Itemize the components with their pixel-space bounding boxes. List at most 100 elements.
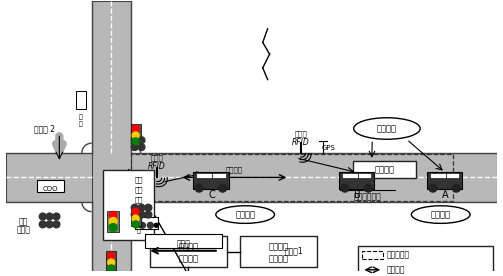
Circle shape (53, 213, 60, 220)
Circle shape (132, 138, 139, 145)
Text: 块: 块 (137, 227, 141, 233)
Text: 进口道1: 进口道1 (285, 246, 303, 255)
Bar (430, 174, 446, 178)
Circle shape (138, 144, 145, 150)
Text: 车载电子标签: 车载电子标签 (354, 192, 381, 201)
Circle shape (138, 137, 145, 144)
Text: 控制: 控制 (135, 186, 143, 193)
Text: 双向通信: 双向通信 (226, 166, 243, 172)
Bar (6, 202, 92, 271)
Bar (131, 202, 497, 271)
Circle shape (131, 211, 138, 218)
Text: COO: COO (43, 186, 58, 192)
Bar (135, 217, 158, 229)
Text: 通信链路: 通信链路 (387, 265, 405, 274)
Bar (6, 1, 92, 153)
Text: 车辆识别: 车辆识别 (431, 210, 451, 219)
Bar (358, 174, 371, 178)
Text: 速度引导: 速度引导 (235, 210, 255, 219)
Circle shape (132, 125, 139, 132)
Circle shape (109, 217, 117, 225)
Circle shape (132, 208, 139, 215)
Text: 管理中心: 管理中心 (269, 254, 288, 263)
Bar (37, 180, 64, 192)
Circle shape (453, 184, 460, 192)
Bar (150, 236, 226, 267)
Text: 检测器: 检测器 (16, 226, 30, 235)
Circle shape (132, 132, 139, 139)
Text: 公交站台: 公交站台 (375, 165, 394, 174)
Text: 限: 限 (79, 114, 82, 120)
Text: 控制中心: 控制中心 (179, 254, 198, 263)
Bar (76, 91, 86, 109)
Text: 读写器: 读写器 (151, 155, 163, 161)
Ellipse shape (411, 206, 470, 223)
Text: 先模: 先模 (135, 217, 143, 223)
Text: 与公: 与公 (135, 197, 143, 203)
Text: A: A (442, 190, 449, 200)
Circle shape (109, 224, 117, 231)
Bar (131, 1, 497, 153)
Circle shape (138, 211, 145, 218)
Bar (342, 174, 358, 178)
Circle shape (154, 223, 158, 227)
Circle shape (131, 204, 138, 211)
Circle shape (108, 252, 115, 259)
Circle shape (147, 222, 153, 228)
Bar (427, 172, 462, 189)
Text: C: C (208, 190, 215, 200)
Bar (196, 174, 212, 178)
Text: 地磁: 地磁 (19, 217, 28, 226)
Bar (103, 169, 154, 240)
Circle shape (365, 184, 372, 192)
Circle shape (39, 221, 46, 228)
Circle shape (108, 265, 115, 272)
Circle shape (108, 259, 115, 266)
Circle shape (145, 211, 152, 218)
Text: 交通信号: 交通信号 (179, 243, 198, 251)
Circle shape (132, 215, 139, 222)
Circle shape (46, 213, 53, 220)
Text: 进口道 2: 进口道 2 (34, 124, 55, 133)
Text: 驻站控制: 驻站控制 (377, 124, 397, 133)
Bar (6, 153, 497, 202)
Text: 公交调度: 公交调度 (269, 243, 288, 251)
Bar (446, 174, 459, 178)
Bar (339, 172, 374, 189)
Text: 速度引导区: 速度引导区 (387, 251, 410, 260)
Circle shape (131, 144, 138, 150)
Text: 信号: 信号 (135, 176, 143, 183)
Ellipse shape (216, 206, 275, 223)
Circle shape (145, 204, 152, 211)
Bar (131, 124, 140, 143)
Circle shape (46, 221, 53, 228)
Bar (353, 161, 416, 178)
Circle shape (138, 204, 145, 211)
Bar (240, 236, 316, 267)
Circle shape (139, 222, 145, 228)
Bar (212, 174, 225, 178)
Bar (107, 211, 119, 232)
Text: 交优: 交优 (135, 206, 143, 213)
Text: 单行线: 单行线 (177, 239, 191, 248)
Bar (193, 172, 228, 189)
Text: 行: 行 (79, 122, 82, 128)
Bar (131, 154, 453, 201)
Ellipse shape (354, 118, 420, 139)
Circle shape (341, 184, 349, 192)
Circle shape (131, 137, 138, 144)
Text: B: B (354, 190, 361, 200)
Bar (131, 207, 140, 226)
Bar (92, 1, 131, 271)
Bar (358, 246, 492, 276)
Bar (106, 251, 116, 270)
Circle shape (109, 211, 117, 219)
Text: RFID: RFID (292, 138, 310, 147)
Text: GPS: GPS (321, 145, 335, 151)
Text: 读写器: 读写器 (295, 130, 307, 137)
Circle shape (132, 221, 139, 228)
Bar (145, 234, 222, 248)
Bar (362, 251, 383, 259)
Text: RFID: RFID (148, 162, 166, 171)
Circle shape (219, 184, 226, 192)
